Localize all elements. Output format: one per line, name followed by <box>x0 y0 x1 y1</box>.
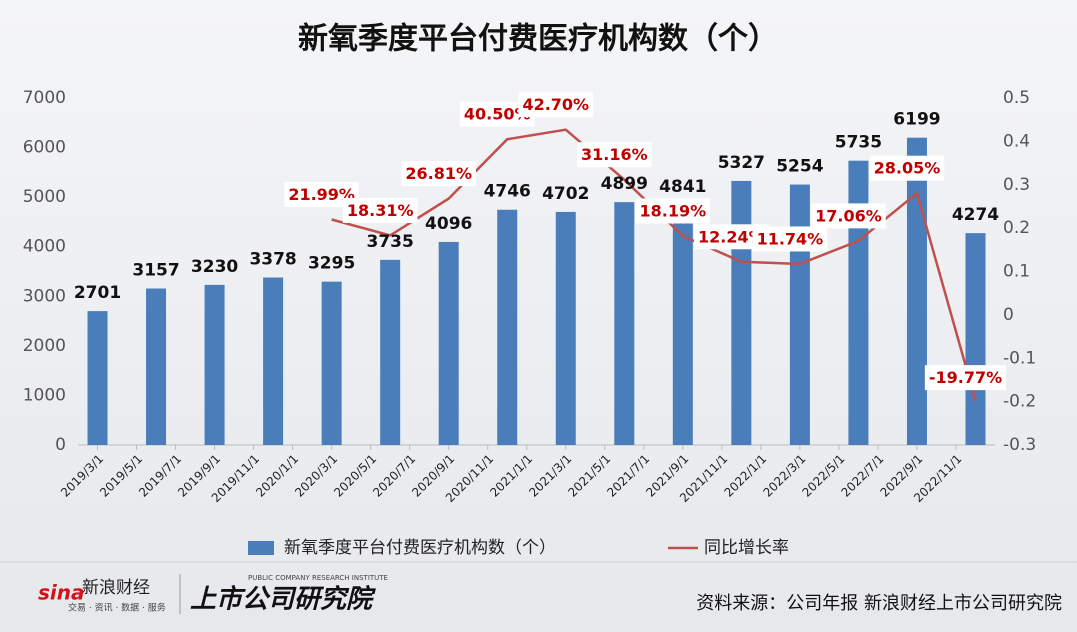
y-tick-label: 5000 <box>23 187 66 207</box>
bar-label: 4702 <box>542 184 589 204</box>
y-tick-label: 0 <box>55 435 66 455</box>
y2-tick-label: 0.4 <box>1003 131 1030 151</box>
bar <box>204 284 225 445</box>
line-label: 12.24% <box>698 227 765 246</box>
logo-sina: sina <box>38 581 85 605</box>
bar <box>906 137 927 445</box>
legend-swatch <box>248 541 274 555</box>
y2-tick-label: 0.5 <box>1003 88 1030 108</box>
bar <box>146 288 167 445</box>
bar-label: 3378 <box>249 250 296 270</box>
bar-label: 3230 <box>191 257 238 277</box>
y-tick-label: 2000 <box>23 336 66 356</box>
line-label-box <box>811 203 886 229</box>
bar-label: 3157 <box>132 261 179 281</box>
y2-tick-label: -0.3 <box>1003 435 1036 455</box>
bar-label: 5254 <box>776 157 823 177</box>
chart-title: 新氧季度平台付费医疗机构数（个） <box>298 22 778 57</box>
line-label: 18.19% <box>640 201 707 220</box>
y-tick-label: 1000 <box>23 385 66 405</box>
bar <box>497 209 518 445</box>
bar <box>731 180 752 446</box>
bar-label: 4274 <box>952 205 999 225</box>
line-label-box <box>518 92 594 118</box>
bar <box>555 211 576 445</box>
bar-label: 4899 <box>601 174 648 194</box>
bar-label: 5735 <box>835 133 882 153</box>
y-tick-label: 4000 <box>23 237 66 257</box>
line-label-box <box>752 226 828 252</box>
line-label: 11.74% <box>757 229 824 248</box>
line-label-box <box>869 155 945 181</box>
logo-institute-en: PUBLIC COMPANY RESEARCH INSTITUTE <box>248 574 388 582</box>
line-label: 21.99% <box>288 185 355 204</box>
line-label: 28.05% <box>874 159 941 178</box>
source: 资料来源：公司年报 新浪财经上市公司研究院 <box>696 593 1062 614</box>
bar-label: 4841 <box>659 177 706 197</box>
line-label: 42.70% <box>522 95 589 114</box>
line-label-box <box>401 161 477 187</box>
line-label: 17.06% <box>815 206 882 225</box>
bar <box>672 205 693 445</box>
bar-label: 4096 <box>425 214 472 234</box>
bar <box>321 281 342 445</box>
bar <box>380 259 401 445</box>
line-label: 18.31% <box>347 201 414 220</box>
bar <box>614 202 635 445</box>
line-label-box <box>576 142 652 168</box>
line-label: -19.77% <box>929 368 1002 387</box>
line-label: 31.16% <box>581 145 648 164</box>
y-tick-label: 6000 <box>23 138 66 158</box>
logo-tagline: 交易 · 资讯 · 数据 · 服务 <box>68 602 166 614</box>
line-label: 26.81% <box>405 164 472 183</box>
y-tick-label: 3000 <box>23 286 66 306</box>
line-label-box <box>635 198 711 224</box>
line-label-box <box>924 365 1007 391</box>
bar-label: 3735 <box>367 232 414 252</box>
bar <box>789 184 810 446</box>
logo-institute: 上市公司研究院 <box>190 585 376 615</box>
y-tick-label: 7000 <box>23 88 66 108</box>
bar-label: 4746 <box>484 182 531 202</box>
y2-tick-label: -0.2 <box>1003 392 1036 412</box>
bar-label: 3295 <box>308 254 355 274</box>
legend-label: 新氧季度平台付费医疗机构数（个） <box>284 538 556 558</box>
bar-label: 2701 <box>74 283 121 303</box>
y2-tick-label: 0.2 <box>1003 218 1030 238</box>
bar <box>87 311 108 445</box>
legend-label: 同比增长率 <box>704 538 789 558</box>
bar-label: 6199 <box>893 110 940 130</box>
bar-label: 5327 <box>718 153 765 173</box>
y2-tick-label: 0 <box>1003 305 1014 325</box>
bar <box>848 160 869 445</box>
y2-tick-label: 0.3 <box>1003 175 1030 195</box>
y2-tick-label: -0.1 <box>1003 348 1036 368</box>
line-label-box <box>342 197 418 223</box>
line-label: 40.50% <box>464 105 531 124</box>
bar <box>438 241 459 445</box>
logo-brand: 新浪财经 <box>82 578 150 598</box>
bar <box>263 277 284 445</box>
bar <box>965 233 986 445</box>
y2-tick-label: 0.1 <box>1003 262 1030 282</box>
